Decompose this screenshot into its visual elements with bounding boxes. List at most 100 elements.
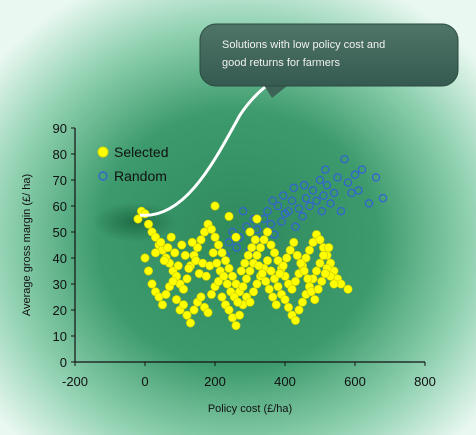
selected-point [245,227,255,237]
random-point [354,186,363,195]
random-point [289,183,298,193]
selected-point [168,276,178,286]
selected-point [208,248,218,258]
x-tick-label: -200 [62,374,88,389]
random-point [329,188,339,198]
selected-point [324,243,334,253]
random-point [347,188,356,198]
selected-point [262,256,272,266]
selected-point [315,235,325,245]
y-tick-label: 70 [53,173,67,188]
selected-point [311,266,321,276]
selected-point [224,305,234,315]
y-tick-label: 10 [53,329,67,344]
random-point [263,206,272,216]
selected-point [196,292,206,302]
x-tick-label: 0 [141,374,148,389]
selected-point [235,310,245,320]
selected-point [182,274,192,284]
selected-point [231,232,241,242]
selected-point [296,258,306,268]
selected-point [304,245,314,255]
selected-point [217,248,227,258]
selected-point [249,287,259,297]
selected-point [269,248,279,258]
random-point [315,175,325,185]
random-point [322,180,332,190]
callout-connector [139,78,276,217]
selected-point [271,300,281,310]
selected-point [207,224,217,234]
selected-point [170,248,180,258]
selected-point [262,227,272,237]
random-point [284,206,293,216]
selected-point [144,266,154,276]
x-axis-label: Policy cost (£/ha) [208,403,292,415]
random-point [266,219,276,229]
y-tick-label: 30 [53,277,67,292]
data-points [133,154,388,331]
selected-point [224,263,234,273]
random-point [232,243,241,252]
selected-point [172,295,182,305]
selected-point [196,235,206,245]
selected-point [179,284,189,294]
selected-point [161,289,171,299]
selected-point [201,271,211,281]
selected-point [254,261,264,271]
selected-point [290,315,300,325]
selected-point [297,297,307,307]
selected-point [158,300,168,310]
random-point [319,191,328,200]
callout-text-line2: good returns for farmers [222,57,340,69]
random-point [277,217,286,226]
random-point [340,154,349,164]
selected-point [257,269,267,279]
selected-point [252,279,262,289]
selected-point [210,232,220,242]
random-point [287,196,297,206]
selected-point [299,266,309,276]
selected-point [247,243,257,253]
selected-point [280,295,290,305]
selected-point [278,261,288,271]
x-tick-label: 800 [414,374,436,389]
selected-point [275,269,285,279]
random-point [238,206,248,216]
selected-point [318,250,328,260]
selected-point [266,240,276,250]
selected-point [203,308,213,318]
selected-point [343,284,353,294]
random-point [305,201,314,211]
x-tick-label: 600 [344,374,366,389]
selected-point [292,250,302,260]
callout-box [199,23,459,87]
axes: 0 10 20 30 40 50 60 70 80 90 -200 0 200 400 600 800 Poli… [21,121,436,415]
selected-point [214,240,224,250]
random-point [378,193,388,203]
random-point [326,199,335,208]
selected-point [243,250,253,260]
legend-selected-marker [97,146,109,158]
selected-point [151,248,161,258]
selected-point [166,232,176,242]
y-tick-label: 0 [60,355,67,370]
y-tick-label: 80 [53,147,67,162]
selected-point [259,235,269,245]
random-point [320,165,330,174]
selected-point [264,284,274,294]
selected-point [159,256,169,266]
selected-point [294,305,304,315]
selected-point [245,266,255,276]
random-point [298,212,307,221]
selected-point [180,250,190,260]
selected-point [261,276,271,286]
random-point [294,204,304,213]
selected-point [255,243,265,253]
selected-point [182,310,192,320]
selected-point [329,279,339,289]
legend-random-label: Random [114,168,167,184]
x-tick-label: 200 [204,374,226,389]
selected-point [236,266,246,276]
